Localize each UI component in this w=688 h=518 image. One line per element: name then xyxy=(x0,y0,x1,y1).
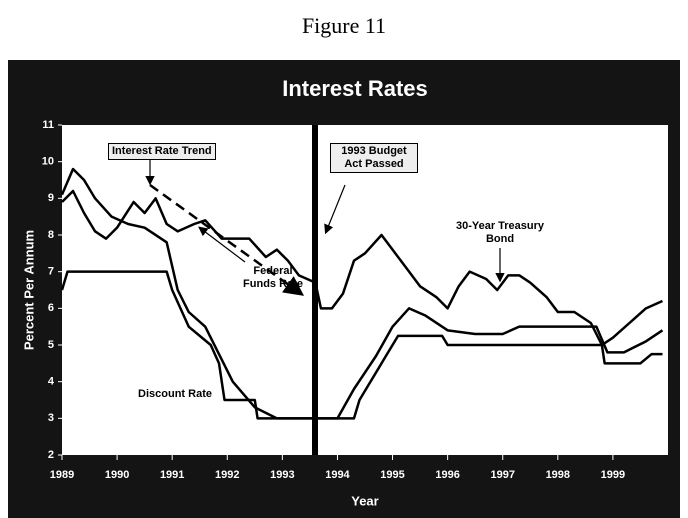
y-tick-label: 4 xyxy=(48,376,55,388)
pointer xyxy=(198,226,246,263)
pointer xyxy=(324,184,346,235)
series-line xyxy=(61,189,663,347)
annotation: 1993 Budget Act Passed xyxy=(330,143,418,173)
chart-title: Interest Rates xyxy=(282,76,428,101)
x-tick-label: 1990 xyxy=(105,469,129,481)
x-tick-label: 1991 xyxy=(160,469,184,481)
y-axis-label: Percent Per Annum xyxy=(21,230,36,350)
y-tick-label: 11 xyxy=(42,119,54,131)
budget-act-bar xyxy=(312,125,318,455)
x-tick-label: 1997 xyxy=(490,469,514,481)
x-tick-label: 1999 xyxy=(601,469,625,481)
x-tick-label: 1998 xyxy=(546,469,570,481)
x-axis-label: Year xyxy=(351,493,378,508)
y-tick-label: 7 xyxy=(48,266,54,278)
annotation: Interest Rate Trend xyxy=(108,143,216,160)
series-label: 30-Year Treasury Bond xyxy=(455,220,545,245)
x-tick-label: 1992 xyxy=(215,469,239,481)
y-tick-label: 5 xyxy=(48,339,54,351)
x-tick-label: 1994 xyxy=(325,469,350,481)
x-tick-label: 1993 xyxy=(270,469,294,481)
series-label: Discount Rate xyxy=(138,388,212,400)
x-tick-label: 1989 xyxy=(50,469,74,481)
figure-label: Figure 11 xyxy=(302,13,386,38)
series-line xyxy=(60,270,663,420)
plot-area xyxy=(62,125,668,455)
y-tick-label: 10 xyxy=(42,156,54,168)
series-label: Federal Funds Rate xyxy=(243,265,303,290)
x-tick-label: 1995 xyxy=(380,469,404,481)
y-tick-label: 3 xyxy=(48,412,54,424)
y-tick-label: 9 xyxy=(48,192,54,204)
y-tick-label: 2 xyxy=(48,449,54,461)
y-tick-label: 8 xyxy=(48,229,54,241)
x-tick-label: 1996 xyxy=(435,469,459,481)
y-tick-label: 6 xyxy=(48,302,54,314)
